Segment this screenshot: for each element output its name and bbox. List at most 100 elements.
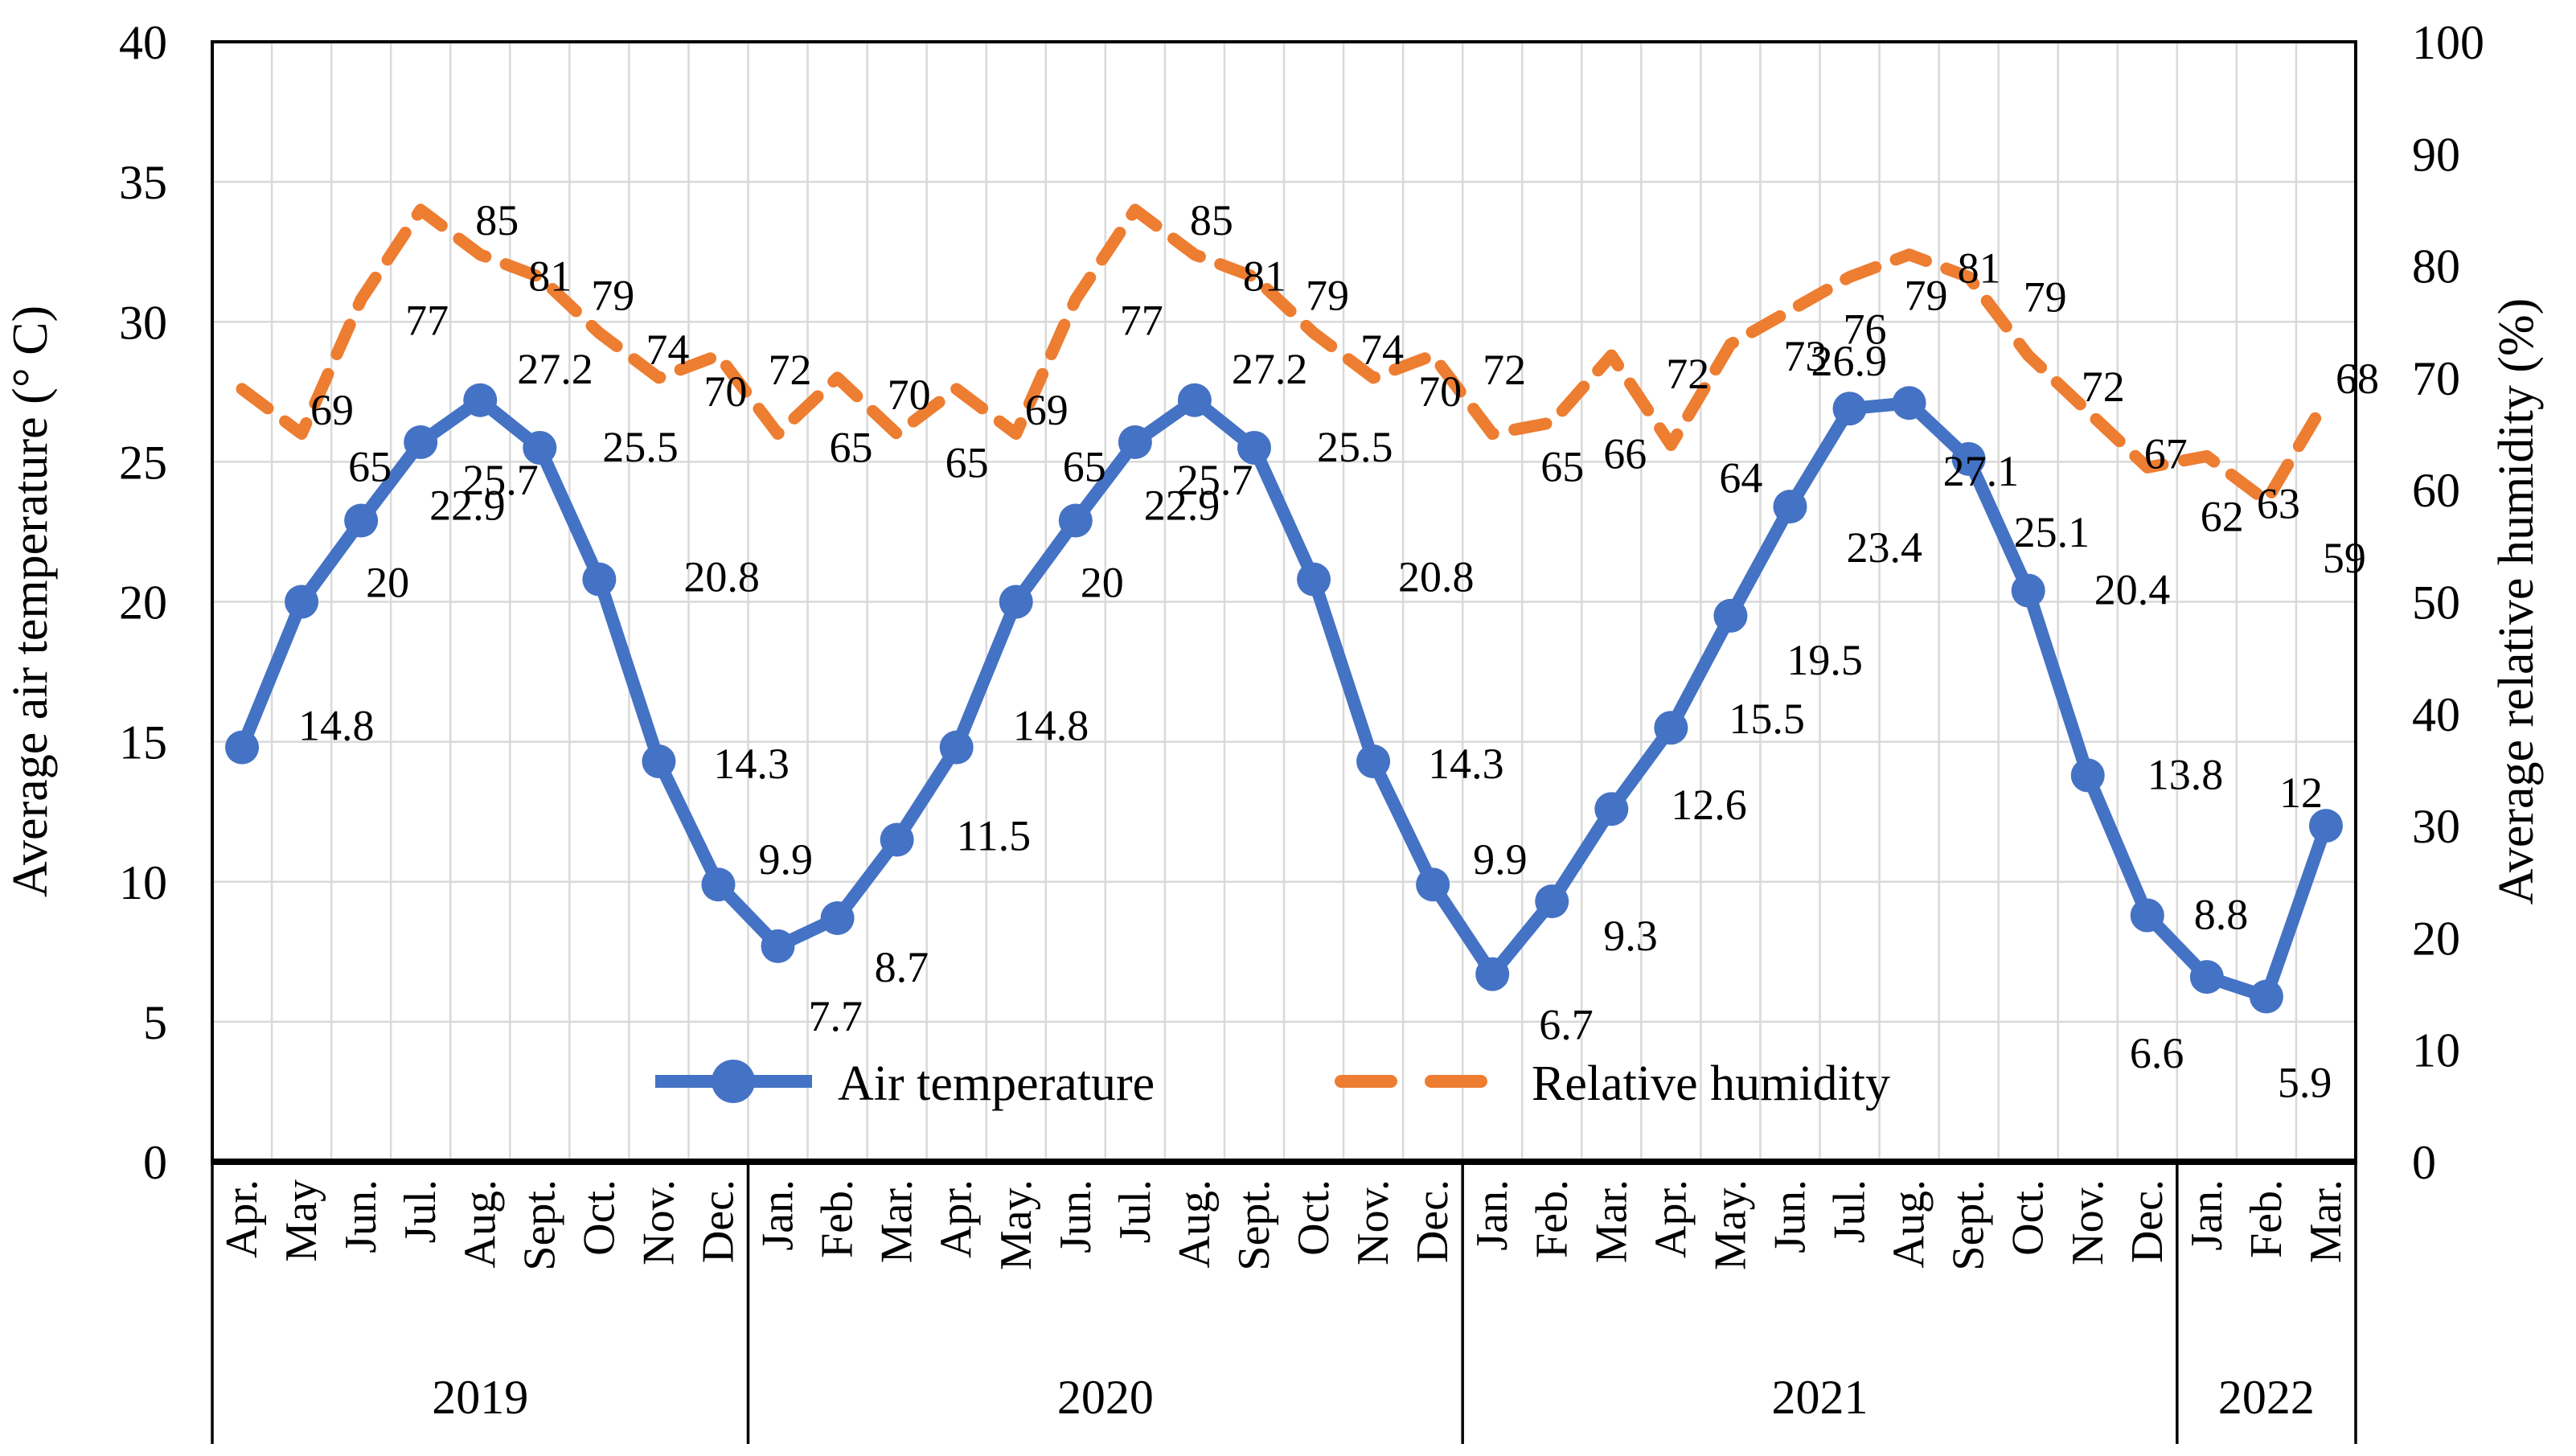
temperature-value-label: 19.5 bbox=[1786, 636, 1863, 684]
legend-label: Relative humidity bbox=[1532, 1056, 1890, 1111]
temperature-value-label: 7.7 bbox=[809, 992, 863, 1040]
humidity-value-label: 72 bbox=[1666, 350, 1709, 398]
month-tick-label: Oct. bbox=[1289, 1179, 1339, 1256]
temperature-point bbox=[1951, 441, 1986, 476]
humidity-value-label: 68 bbox=[2336, 355, 2379, 403]
month-tick-label: Jul. bbox=[396, 1179, 445, 1243]
temperature-value-label: 22.9 bbox=[1144, 482, 1220, 530]
temperature-value-label: 20 bbox=[1081, 559, 1124, 607]
temperature-value-label: 12 bbox=[2279, 769, 2323, 817]
humidity-value-label: 69 bbox=[310, 386, 354, 434]
temperature-point bbox=[404, 424, 438, 459]
temperature-point bbox=[2070, 758, 2105, 793]
month-tick-label: Oct. bbox=[574, 1179, 624, 1256]
temperature-point bbox=[642, 744, 676, 779]
humidity-value-label: 70 bbox=[703, 367, 747, 416]
humidity-value-label: 72 bbox=[768, 346, 811, 394]
month-tick-label: Dec. bbox=[2123, 1179, 2172, 1263]
temperature-point bbox=[2249, 979, 2283, 1014]
temperature-value-label: 14.3 bbox=[1428, 740, 1504, 788]
temperature-point bbox=[1713, 598, 1748, 633]
month-tick-label: Apr. bbox=[1646, 1179, 1696, 1258]
temperature-line bbox=[236, 393, 2332, 1003]
temperature-marker-icon bbox=[712, 1060, 755, 1103]
temperature-point bbox=[1416, 867, 1450, 902]
humidity-value-label: 79 bbox=[1905, 272, 1948, 320]
year-tick-label: 2022 bbox=[2218, 1371, 2315, 1424]
humidity-value-label: 81 bbox=[528, 252, 572, 301]
temperature-point bbox=[582, 562, 617, 597]
humidity-value-label: 59 bbox=[2323, 534, 2366, 582]
humidity-value-label: 85 bbox=[475, 196, 519, 244]
left-axis-tick-label: 30 bbox=[119, 296, 167, 349]
legend-label: Air temperature bbox=[838, 1056, 1155, 1111]
temperature-point bbox=[2308, 809, 2343, 843]
left-axis-tick-label: 5 bbox=[143, 996, 167, 1049]
left-axis-tick-label: 25 bbox=[119, 436, 167, 489]
humidity-value-label: 72 bbox=[1483, 346, 1526, 394]
humidity-value-label: 64 bbox=[1719, 453, 1762, 502]
temperature-value-label: 20.4 bbox=[2094, 566, 2171, 614]
year-tick-label: 2021 bbox=[1772, 1371, 1868, 1424]
temperature-point bbox=[1058, 503, 1093, 538]
temperature-point bbox=[1297, 562, 1331, 597]
left-axis-tick-label: 10 bbox=[119, 856, 167, 909]
temperature-value-label: 11.5 bbox=[957, 812, 1032, 860]
right-axis-title: Average relative humidity (%) bbox=[2489, 298, 2544, 905]
left-axis-tick-label: 15 bbox=[119, 716, 167, 769]
humidity-value-label: 65 bbox=[1540, 443, 1584, 491]
left-axis-tick-label: 35 bbox=[119, 156, 167, 209]
month-tick-label: Mar. bbox=[1586, 1179, 1636, 1263]
temperature-value-label: 6.6 bbox=[2130, 1029, 2184, 1077]
humidity-value-label: 85 bbox=[1190, 196, 1233, 244]
temperature-point bbox=[701, 867, 736, 902]
temperature-value-label: 23.4 bbox=[1846, 523, 1922, 572]
temperature-value-label: 25.5 bbox=[1317, 423, 1393, 471]
left-axis-title: Average air temperature (° C) bbox=[3, 306, 58, 897]
temperature-series bbox=[225, 383, 2343, 1014]
temperature-point bbox=[820, 901, 855, 936]
legend: Air temperature Relative humidity bbox=[655, 1056, 1890, 1111]
temperature-point bbox=[463, 383, 498, 417]
humidity-value-label: 62 bbox=[2201, 492, 2244, 540]
legend-item-relative-humidity: Relative humidity bbox=[1335, 1056, 1890, 1111]
month-tick-label: Jun. bbox=[336, 1179, 386, 1253]
right-axis-tick-label: 80 bbox=[2412, 240, 2460, 293]
temperature-value-label: 20 bbox=[366, 559, 409, 607]
temperature-value-label: 9.3 bbox=[1603, 912, 1658, 960]
month-tick-label: May. bbox=[991, 1179, 1041, 1270]
right-axis-tick-label: 30 bbox=[2412, 800, 2460, 853]
year-tick-label: 2019 bbox=[432, 1371, 528, 1424]
month-tick-label: Jan. bbox=[1467, 1179, 1517, 1251]
month-tick-label: Jul. bbox=[1825, 1179, 1875, 1243]
humidity-value-label: 65 bbox=[830, 424, 873, 472]
year-axis-labels: 2019 2020 2021 2022 bbox=[432, 1371, 2315, 1424]
month-tick-label: Feb. bbox=[2242, 1179, 2291, 1258]
right-axis-tick-label: 10 bbox=[2412, 1024, 2460, 1077]
month-tick-label: Jul. bbox=[1110, 1179, 1160, 1243]
humidity-value-label: 73 bbox=[1783, 332, 1827, 380]
humidity-value-label: 66 bbox=[1603, 430, 1647, 478]
temperature-point bbox=[1237, 430, 1271, 465]
temperature-point bbox=[1892, 386, 1926, 420]
month-tick-label: Feb. bbox=[813, 1179, 863, 1258]
temperature-value-label: 25.7 bbox=[1177, 456, 1253, 504]
temperature-point bbox=[2189, 960, 2224, 995]
left-axis-tick-label: 0 bbox=[143, 1136, 167, 1189]
temperature-value-label: 9.9 bbox=[758, 835, 813, 884]
humidity-value-label: 79 bbox=[1306, 272, 1349, 320]
humidity-value-label: 79 bbox=[591, 272, 634, 320]
humidity-value-label: 74 bbox=[646, 326, 689, 374]
temperature-value-label: 27.2 bbox=[517, 345, 593, 393]
year-tick-label: 2020 bbox=[1057, 1371, 1154, 1424]
month-tick-label: Dec. bbox=[1408, 1179, 1458, 1263]
right-axis-tick-label: 90 bbox=[2412, 128, 2460, 181]
temperature-value-label: 27.1 bbox=[1943, 447, 2020, 495]
month-tick-label: Aug. bbox=[1885, 1179, 1934, 1268]
left-axis-tick-label: 40 bbox=[119, 16, 167, 69]
left-axis-tick-label: 20 bbox=[119, 576, 167, 630]
temperature-point bbox=[285, 584, 319, 619]
month-tick-label: Aug. bbox=[1170, 1179, 1220, 1268]
month-tick-label: Oct. bbox=[2004, 1179, 2053, 1256]
humidity-series bbox=[236, 203, 2332, 507]
